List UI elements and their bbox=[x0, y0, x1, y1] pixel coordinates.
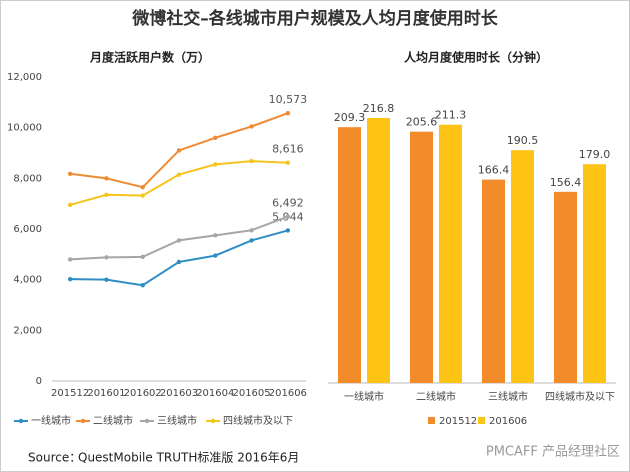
point bbox=[285, 160, 291, 165]
y-tick-label: 6,000 bbox=[13, 224, 42, 235]
point bbox=[285, 228, 291, 233]
x-tick-label: 201606 bbox=[269, 388, 307, 399]
legend-label: 三线城市 bbox=[157, 414, 197, 427]
bar bbox=[583, 164, 606, 383]
legend-swatch bbox=[428, 417, 435, 424]
x-tick-label: 201602 bbox=[124, 388, 162, 399]
point bbox=[285, 214, 291, 219]
point bbox=[104, 192, 109, 197]
point bbox=[176, 172, 182, 177]
y-tick-label: 0 bbox=[36, 376, 42, 387]
legend-marker bbox=[18, 418, 24, 424]
data-label: 209.3 bbox=[334, 111, 366, 124]
bar bbox=[439, 124, 462, 384]
y-tick-label: 2,000 bbox=[13, 325, 42, 336]
x-tick-label: 一线城市 bbox=[344, 390, 384, 403]
point bbox=[67, 276, 73, 282]
data-label: 205.6 bbox=[406, 116, 438, 129]
bar bbox=[410, 131, 433, 383]
y-tick-label: 4,000 bbox=[13, 275, 42, 286]
point bbox=[176, 259, 182, 265]
y-tick-label: 10,000 bbox=[7, 123, 42, 134]
point bbox=[285, 110, 291, 116]
point bbox=[67, 171, 73, 176]
data-label: 10,573 bbox=[269, 93, 308, 106]
chart-title: 月度活跃用户数（万） bbox=[89, 50, 210, 65]
x-tick-label: 三线城市 bbox=[488, 390, 528, 403]
legend-marker bbox=[144, 418, 150, 424]
point bbox=[104, 176, 109, 181]
data-label: 179.0 bbox=[579, 148, 611, 161]
point bbox=[176, 148, 182, 153]
legend-label: 201512 bbox=[439, 416, 477, 427]
x-tick-label: 201512 bbox=[51, 388, 89, 399]
point bbox=[140, 254, 145, 260]
data-label: 156.4 bbox=[550, 176, 582, 189]
bar bbox=[367, 118, 390, 383]
data-label: 190.5 bbox=[507, 134, 539, 147]
x-tick-label: 201603 bbox=[160, 388, 198, 399]
point bbox=[67, 257, 73, 262]
data-label: 166.4 bbox=[478, 164, 510, 177]
x-tick-label: 201605 bbox=[232, 388, 270, 399]
x-tick-label: 四线城市及以下 bbox=[545, 390, 615, 403]
legend-marker bbox=[210, 418, 216, 424]
y-tick-label: 8,000 bbox=[13, 173, 42, 184]
bar bbox=[482, 179, 505, 383]
y-tick-label: 12,000 bbox=[7, 72, 42, 83]
point bbox=[140, 185, 145, 190]
point bbox=[213, 233, 218, 238]
x-tick-label: 201604 bbox=[196, 388, 234, 399]
data-label: 8,616 bbox=[272, 143, 304, 156]
data-label: 216.8 bbox=[363, 102, 395, 115]
point bbox=[249, 238, 254, 243]
legend-swatch bbox=[478, 417, 485, 424]
point bbox=[176, 238, 182, 243]
point bbox=[249, 124, 254, 129]
legend-label: 201606 bbox=[489, 416, 527, 427]
x-tick-label: 201601 bbox=[87, 388, 125, 399]
point bbox=[140, 193, 145, 198]
bar bbox=[554, 191, 577, 383]
chart-title: 人均月度使用时长（分钟） bbox=[404, 50, 548, 65]
data-label: 6,492 bbox=[272, 197, 304, 210]
point bbox=[213, 135, 218, 140]
legend-label: 二线城市 bbox=[93, 414, 133, 427]
point bbox=[67, 202, 73, 208]
watermark: PMCAFF 产品经理社区 bbox=[486, 444, 620, 460]
point bbox=[249, 158, 254, 164]
page-title: 微博社交–各线城市用户规模及人均月度使用时长 bbox=[131, 8, 498, 29]
data-label: 211.3 bbox=[435, 109, 467, 122]
legend-label: 四线城市及以下 bbox=[223, 414, 293, 427]
point bbox=[140, 283, 145, 288]
legend-marker bbox=[80, 418, 86, 424]
bar bbox=[338, 127, 361, 383]
x-tick-label: 二线城市 bbox=[416, 390, 456, 403]
point bbox=[104, 255, 109, 260]
point bbox=[104, 277, 109, 282]
bar bbox=[511, 150, 534, 383]
point bbox=[213, 162, 218, 167]
source: QuestMobile TRUTH标准版 2016年6月 bbox=[78, 451, 299, 465]
point bbox=[249, 228, 254, 233]
source-label: Source： bbox=[28, 451, 81, 465]
point bbox=[213, 253, 218, 258]
legend-label: 一线城市 bbox=[31, 414, 71, 427]
